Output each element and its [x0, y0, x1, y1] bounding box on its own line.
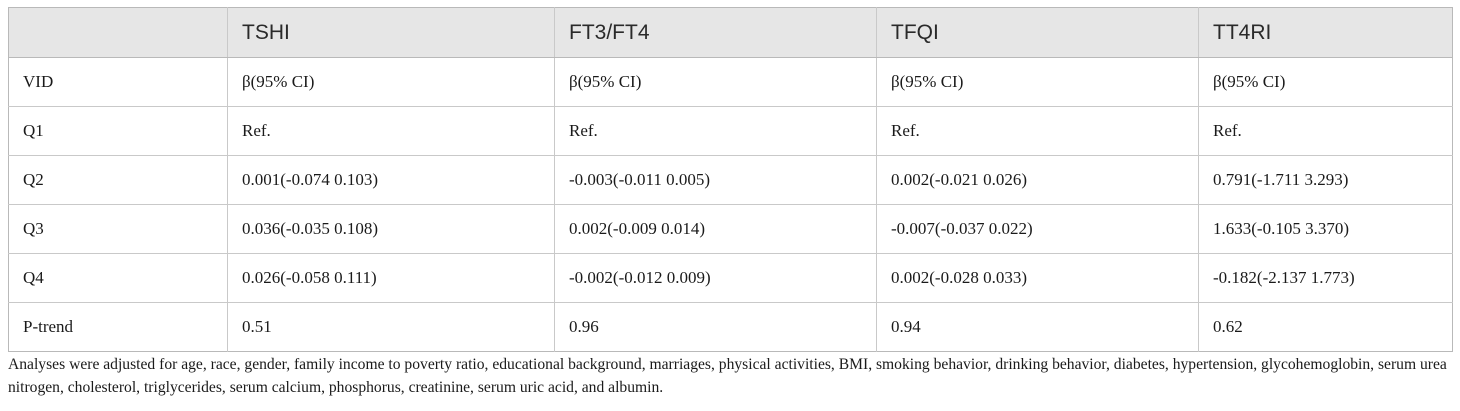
table-cell: 0.026(-0.058 0.111) [227, 253, 555, 303]
table-cell: β(95% CI) [876, 57, 1199, 107]
table-cell: 1.633(-0.105 3.370) [1198, 204, 1453, 254]
table-cell: 0.036(-0.035 0.108) [227, 204, 555, 254]
row-label: Q2 [8, 155, 228, 205]
table-cell: Ref. [227, 106, 555, 156]
header-empty-cell [8, 7, 228, 58]
table-cell: 0.94 [876, 302, 1199, 352]
table-cell: -0.007(-0.037 0.022) [876, 204, 1199, 254]
table-cell: 0.51 [227, 302, 555, 352]
row-label: Q1 [8, 106, 228, 156]
table-row: Q3 0.036(-0.035 0.108) 0.002(-0.009 0.01… [8, 204, 1453, 254]
header-tshi: TSHI [227, 7, 555, 58]
table-cell: β(95% CI) [1198, 57, 1453, 107]
table-cell: 0.002(-0.021 0.026) [876, 155, 1199, 205]
header-ft3-ft4: FT3/FT4 [554, 7, 877, 58]
table-cell: Ref. [1198, 106, 1453, 156]
table-cell: 0.62 [1198, 302, 1453, 352]
table-cell: Ref. [554, 106, 877, 156]
header-tt4ri: TT4RI [1198, 7, 1453, 58]
table-cell: 0.001(-0.074 0.103) [227, 155, 555, 205]
table-footnote: Analyses were adjusted for age, race, ge… [8, 356, 1447, 396]
row-label: Q3 [8, 204, 228, 254]
table-header-row: TSHI FT3/FT4 TFQI TT4RI [8, 7, 1453, 58]
table-row: P-trend 0.51 0.96 0.94 0.62 [8, 302, 1453, 352]
table-cell: 0.96 [554, 302, 877, 352]
table-cell: 0.002(-0.009 0.014) [554, 204, 877, 254]
table-row: VID β(95% CI) β(95% CI) β(95% CI) β(95% … [8, 57, 1453, 107]
table-cell: -0.002(-0.012 0.009) [554, 253, 877, 303]
header-tfqi: TFQI [876, 7, 1199, 58]
table-cell: β(95% CI) [554, 57, 877, 107]
row-label: VID [8, 57, 228, 107]
table-cell: -0.003(-0.011 0.005) [554, 155, 877, 205]
table-cell: β(95% CI) [227, 57, 555, 107]
table-row: Q1 Ref. Ref. Ref. Ref. [8, 106, 1453, 156]
table-row: Q4 0.026(-0.058 0.111) -0.002(-0.012 0.0… [8, 253, 1453, 303]
regression-results-table: TSHI FT3/FT4 TFQI TT4RI VID β(95% CI) β(… [8, 7, 1453, 352]
table-row: Q2 0.001(-0.074 0.103) -0.003(-0.011 0.0… [8, 155, 1453, 205]
row-label: P-trend [8, 302, 228, 352]
results-table-container: TSHI FT3/FT4 TFQI TT4RI VID β(95% CI) β(… [8, 7, 1453, 352]
table-cell: 0.002(-0.028 0.033) [876, 253, 1199, 303]
table-cell: Ref. [876, 106, 1199, 156]
row-label: Q4 [8, 253, 228, 303]
table-cell: 0.791(-1.711 3.293) [1198, 155, 1453, 205]
table-cell: -0.182(-2.137 1.773) [1198, 253, 1453, 303]
